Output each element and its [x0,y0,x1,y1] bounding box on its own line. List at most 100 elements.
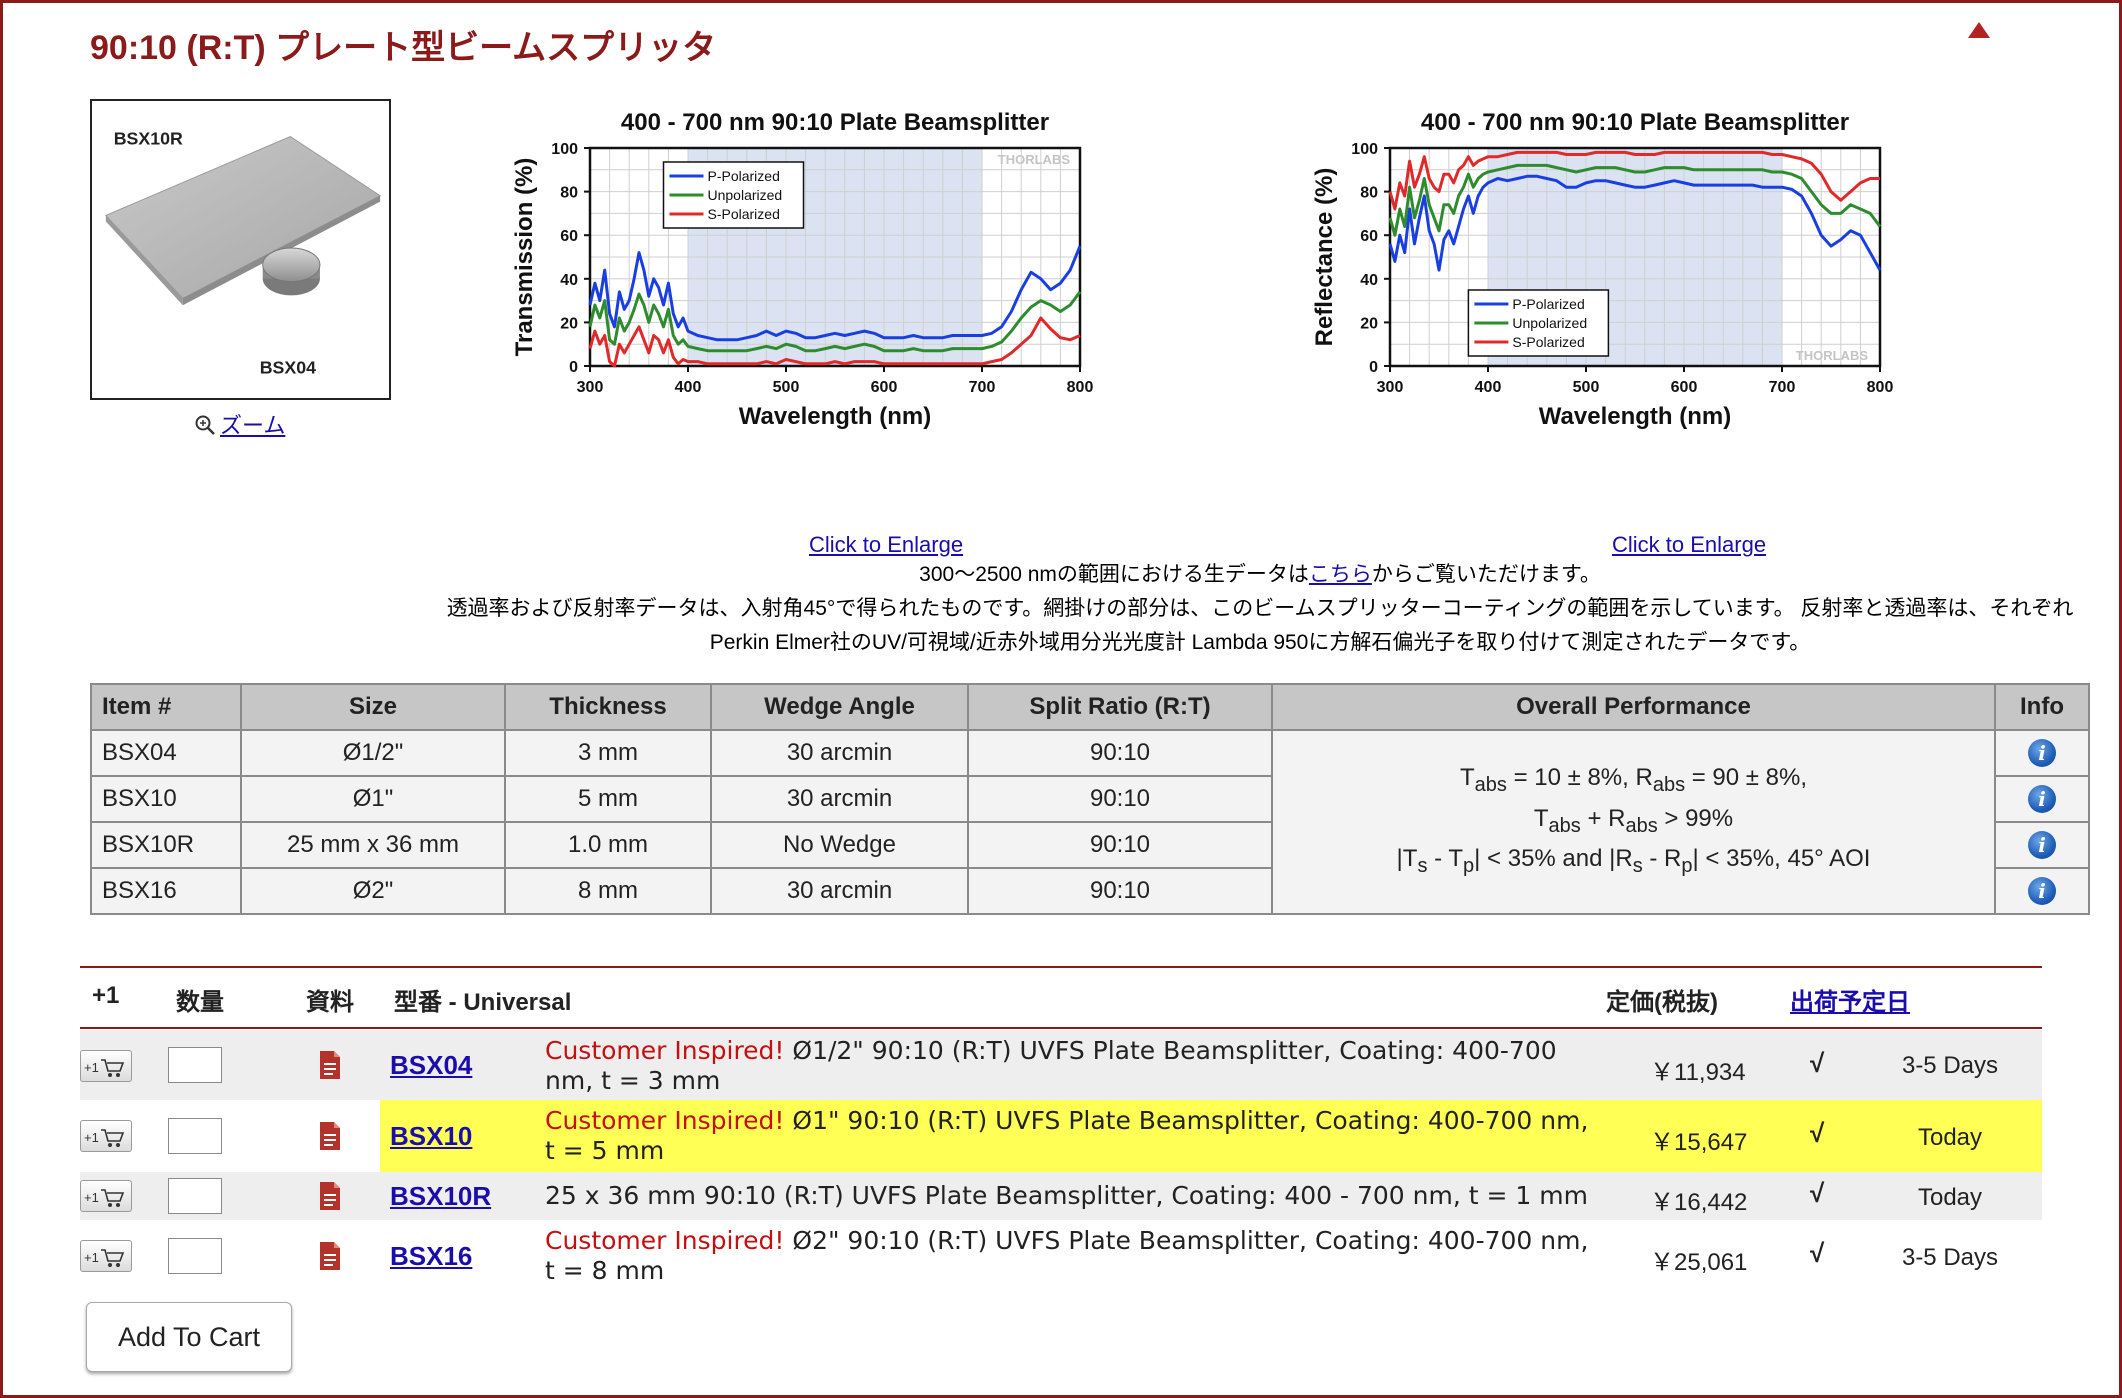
zoom-link[interactable]: ズーム [220,413,286,438]
series-line-unpolarized [588,291,1082,353]
quantity-input[interactable] [168,1118,222,1154]
order-header-price: 定価(税抜) [1606,989,1718,1016]
add-one-cart-button[interactable]: +1 [80,1240,132,1272]
spec-cell: Ø2" [240,867,506,915]
legend-label: Unpolarized [1512,315,1587,331]
spec-header-split: Split Ratio (R:T) [967,683,1273,731]
order-row-bsx10: +1 BSX10 Customer Inspired! Ø1" 90:10 (R… [80,1100,2042,1172]
legend-label: S-Polarized [1512,334,1584,350]
y-tick-label: 60 [1360,228,1378,245]
plot-frame [588,146,1082,368]
document-icon[interactable] [318,1050,342,1080]
spec-cell: BSX10R [90,821,242,869]
raw-data-text-a: 300〜2500 nmの範囲における生データは [919,563,1309,586]
product-description: 25 x 36 mm 90:10 (R:T) UVFS Plate Beamsp… [545,1181,1588,1210]
zoom-link-wrap[interactable]: ズーム [194,408,285,440]
x-axis-label: Wavelength (nm) [739,403,931,430]
add-one-cart-button[interactable]: +1 [80,1050,132,1082]
order-header-ship-link[interactable]: 出荷予定日 [1790,989,1910,1016]
chart-title: 400 - 700 nm 90:10 Plate Beamsplitter [621,109,1049,136]
customer-inspired-tag: Customer Inspired! [545,1106,785,1135]
transmission-chart-svg: 400 - 700 nm 90:10 Plate Beamsplitter 300… [511,109,1093,430]
spec-cell: 1.0 mm [504,821,712,869]
spec-cell: 30 arcmin [710,867,969,915]
spec-header-thickness: Thickness [504,683,712,731]
x-tick-label: 700 [1769,379,1796,396]
part-number-link[interactable]: BSX10 [390,1121,473,1151]
cart-icon: +1 [84,1249,125,1267]
x-tick-label: 800 [1867,379,1894,396]
spec-cell: BSX10 [90,775,242,823]
quantity-input[interactable] [168,1178,222,1214]
ship-date: 3-5 Days [1901,1244,1999,1271]
reflectance-chart-svg: 400 - 700 nm 90:10 Plate Beamsplitter 300… [1311,109,1894,430]
info-icon[interactable]: i [2028,877,2056,905]
x-tick-label: 700 [969,379,996,396]
table-row: BSX10R 25 mm x 36 mm 1.0 mm No Wedge 90:… [90,821,2090,869]
spec-header-info: Info [1994,683,2090,731]
document-icon[interactable] [318,1181,342,1211]
cart-icon: +1 [84,1129,125,1147]
x-tick-label: 600 [1671,379,1698,396]
part-number-link[interactable]: BSX16 [390,1241,473,1271]
y-tick-label: 40 [1360,272,1378,289]
spec-header-size: Size [240,683,506,731]
product-description: Customer Inspired! Ø2" 90:10 (R:T) UVFS … [545,1226,1589,1285]
add-to-cart-button[interactable]: Add To Cart [86,1302,292,1372]
checkmark-icon: √ [1810,1118,1825,1148]
series-line-p-polarized [588,245,1082,342]
info-cell[interactable]: i [1994,821,2090,869]
table-row: BSX10 Ø1" 5 mm 30 arcmin 90:10 i [90,775,2090,823]
order-header-rule [80,1027,2042,1029]
plot-frame [1388,146,1882,368]
spec-cell: 25 mm x 36 mm [240,821,506,869]
watermark: THORLABS [998,152,1071,167]
enlarge-link-transmission[interactable]: Click to Enlarge [809,532,964,557]
svg-text:+1: +1 [84,1130,99,1145]
part-number-link[interactable]: BSX10R [390,1181,492,1211]
magnifier-icon [195,415,215,435]
add-one-cart-button[interactable]: +1 [80,1180,132,1212]
enlarge-link-reflectance[interactable]: Click to Enlarge [1612,532,1767,557]
spec-cell: 8 mm [504,867,712,915]
quantity-input[interactable] [168,1047,222,1083]
svg-text:+1: +1 [84,1060,99,1075]
document-icon[interactable] [318,1241,342,1271]
quantity-input[interactable] [168,1238,222,1274]
y-axis-label: Reflectance (%) [1311,168,1338,347]
y-tick-label: 0 [1369,359,1378,376]
spec-header-item: Item # [90,683,242,731]
svg-text:+1: +1 [84,1190,99,1205]
info-cell[interactable]: i [1994,775,2090,823]
document-icon[interactable] [318,1121,342,1151]
series-line-s-polarized [1388,150,1880,211]
info-icon[interactable]: i [2028,831,2056,859]
legend-label: Unpolarized [708,187,783,203]
product-description: Customer Inspired! Ø1/2" 90:10 (R:T) UVF… [545,1036,1557,1095]
order-row-bsx16: +1 BSX16 Customer Inspired! Ø2" 90:10 (R… [80,1220,2042,1292]
svg-text:+1: +1 [84,1250,99,1265]
info-icon[interactable]: i [2028,785,2056,813]
raw-data-text-b: からご覧いただけます。 [1371,563,1601,586]
chart-notes: 300〜2500 nmの範囲における生データはこちらからご覧いただけます。 透過… [420,558,2100,660]
y-tick-label: 80 [560,185,578,202]
info-cell[interactable]: i [1994,867,2090,915]
spec-cell: Ø1" [240,775,506,823]
product-image[interactable]: BSX10R BSX04 [90,99,391,400]
spec-cell: BSX16 [90,867,242,915]
order-top-rule [80,966,2042,968]
part-number-link[interactable]: BSX04 [390,1050,473,1080]
order-row-bsx10r: +1 BSX10R 25 x 36 mm 90:10 (R:T) UVFS Pl… [80,1172,2042,1220]
raw-data-link[interactable]: こちら [1308,563,1372,586]
spec-header-performance: Overall Performance [1271,683,1996,731]
y-tick-label: 100 [1351,141,1378,158]
info-cell[interactable]: i [1994,729,2090,777]
back-to-top-icon[interactable] [1968,22,1990,38]
reflectance-chart[interactable]: 400 - 700 nm 90:10 Plate Beamsplitter 300… [1280,96,2080,526]
legend-label: S-Polarized [708,206,780,222]
info-icon[interactable]: i [2028,739,2056,767]
x-tick-label: 500 [1573,379,1600,396]
add-one-cart-button[interactable]: +1 [80,1120,132,1152]
transmission-chart[interactable]: 400 - 700 nm 90:10 Plate Beamsplitter 300… [480,96,1280,526]
customer-inspired-tag: Customer Inspired! [545,1226,785,1255]
